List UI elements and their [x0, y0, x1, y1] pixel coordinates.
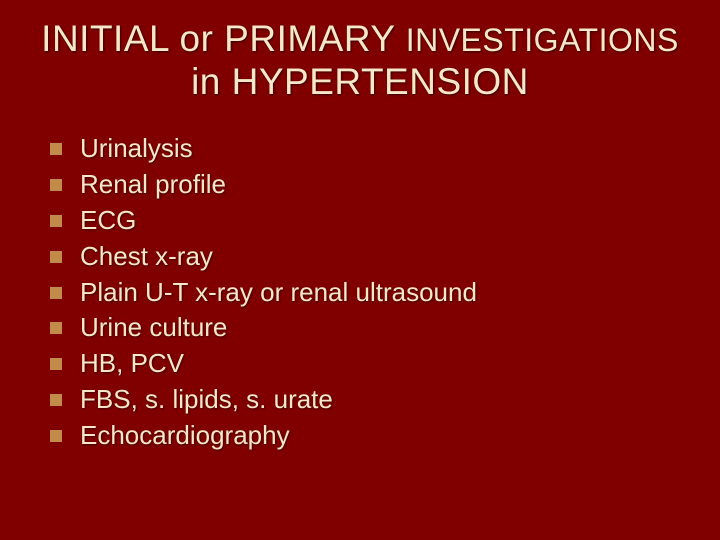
- list-item: Urinalysis: [50, 131, 690, 167]
- title-part-2: in HYPERTENSION: [191, 61, 529, 102]
- list-item: Echocardiography: [50, 418, 690, 454]
- list-item: ECG: [50, 203, 690, 239]
- list-item-text: Urinalysis: [80, 133, 193, 163]
- list-item-text: Plain U-T x-ray or renal ultrasound: [80, 277, 477, 307]
- list-item-text: HB, PCV: [80, 348, 184, 378]
- list-item-text: Chest x-ray: [80, 241, 213, 271]
- slide-container: INITIAL or PRIMARY INVESTIGATIONS in HYP…: [0, 0, 720, 540]
- list-item: Urine culture: [50, 310, 690, 346]
- list-item-text: FBS, s. lipids, s. urate: [80, 384, 333, 414]
- list-item-text: Urine culture: [80, 312, 227, 342]
- list-item-text: Echocardiography: [80, 420, 290, 450]
- slide-title: INITIAL or PRIMARY INVESTIGATIONS in HYP…: [30, 18, 690, 103]
- title-part-1b: INVESTIGATIONS: [406, 22, 679, 58]
- list-item-text: Renal profile: [80, 169, 226, 199]
- list-item: Plain U-T x-ray or renal ultrasound: [50, 275, 690, 311]
- list-item: FBS, s. lipids, s. urate: [50, 382, 690, 418]
- list-item: Chest x-ray: [50, 239, 690, 275]
- title-part-1a: INITIAL or PRIMARY: [41, 18, 406, 59]
- list-item-text: ECG: [80, 205, 136, 235]
- bullet-list: Urinalysis Renal profile ECG Chest x-ray…: [30, 131, 690, 454]
- list-item: HB, PCV: [50, 346, 690, 382]
- list-item: Renal profile: [50, 167, 690, 203]
